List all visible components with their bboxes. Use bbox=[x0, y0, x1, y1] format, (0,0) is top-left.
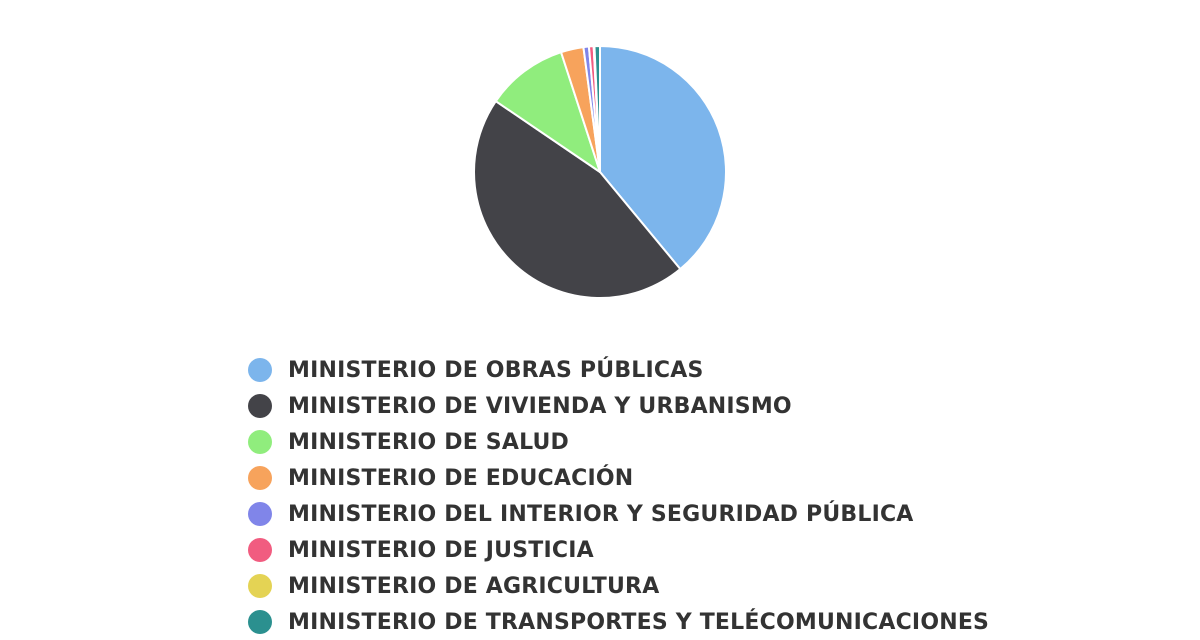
legend-swatch-icon bbox=[248, 430, 272, 454]
legend-swatch-icon bbox=[248, 466, 272, 490]
legend-item-ministerio-de-justicia[interactable]: MINISTERIO DE JUSTICIA bbox=[248, 532, 989, 568]
legend-label: MINISTERIO DE EDUCACIÓN bbox=[288, 465, 634, 491]
legend-item-ministerio-de-transportes-y-telecomunicaciones[interactable]: MINISTERIO DE TRANSPORTES Y TELÉCOMUNICA… bbox=[248, 604, 989, 640]
legend-swatch-icon bbox=[248, 574, 272, 598]
legend-swatch-icon bbox=[248, 358, 272, 382]
legend-swatch-icon bbox=[248, 610, 272, 634]
pie-slice-ministerio-de-obras-publicas[interactable] bbox=[599, 45, 727, 271]
pie-slice-ministerio-de-vivienda-y-urbanismo[interactable] bbox=[473, 100, 682, 299]
legend-item-ministerio-de-obras-publicas[interactable]: MINISTERIO DE OBRAS PÚBLICAS bbox=[248, 352, 989, 388]
legend-swatch-icon bbox=[248, 394, 272, 418]
legend-label: MINISTERIO DE VIVIENDA Y URBANISMO bbox=[288, 393, 792, 419]
legend-label: MINISTERIO DE OBRAS PÚBLICAS bbox=[288, 357, 704, 383]
chart-legend: MINISTERIO DE OBRAS PÚBLICAS MINISTERIO D… bbox=[248, 352, 989, 640]
legend-label: MINISTERIO DEL INTERIOR Y SEGURIDAD PÚBL… bbox=[288, 501, 914, 527]
legend-swatch-icon bbox=[248, 502, 272, 526]
legend-swatch-icon bbox=[248, 538, 272, 562]
legend-label: MINISTERIO DE JUSTICIA bbox=[288, 537, 594, 563]
legend-item-ministerio-de-vivienda-y-urbanismo[interactable]: MINISTERIO DE VIVIENDA Y URBANISMO bbox=[248, 388, 989, 424]
pie-slice-ministerio-de-salud[interactable] bbox=[494, 51, 601, 173]
legend-label: MINISTERIO DE TRANSPORTES Y TELÉCOMUNICA… bbox=[288, 609, 990, 635]
legend-item-ministerio-de-agricultura[interactable]: MINISTERIO DE AGRICULTURA bbox=[248, 568, 989, 604]
legend-item-ministerio-del-interior-y-seguridad-publica[interactable]: MINISTERIO DEL INTERIOR Y SEGURIDAD PÚBL… bbox=[248, 496, 989, 532]
legend-label: MINISTERIO DE AGRICULTURA bbox=[288, 573, 660, 599]
pie-plot-area bbox=[473, 44, 727, 299]
legend-label: MINISTERIO DE SALUD bbox=[288, 429, 570, 455]
legend-item-ministerio-de-salud[interactable]: MINISTERIO DE SALUD bbox=[248, 424, 989, 460]
pie-slice-ministerio-de-transportes-y-telecomunicaciones[interactable] bbox=[593, 44, 601, 173]
legend-item-ministerio-de-educacion[interactable]: MINISTERIO DE EDUCACIÓN bbox=[248, 460, 989, 496]
